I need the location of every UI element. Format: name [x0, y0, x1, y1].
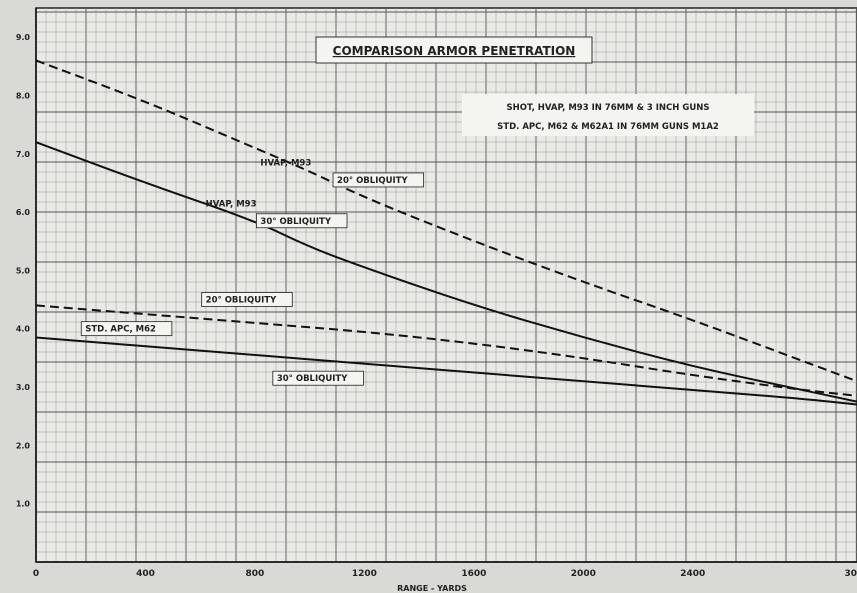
chart-title: COMPARISON ARMOR PENETRATION: [333, 44, 576, 58]
annotation-label: 20° OBLIQUITY: [337, 176, 408, 186]
y-tick-label: 7.0: [16, 150, 31, 159]
plot-area: [36, 8, 857, 562]
x-axis-label: RANGE - YARDS: [397, 584, 467, 593]
y-tick-label: 3.0: [16, 383, 31, 392]
x-tick-label: 400: [136, 569, 155, 579]
x-tick-label: 800: [246, 569, 265, 579]
x-tick-label: 2000: [571, 569, 596, 579]
x-tick-label: 1600: [461, 569, 486, 579]
annotation-label: 20° OBLIQUITY: [206, 295, 277, 305]
y-tick-label: 4.0: [16, 325, 31, 334]
x-tick-label: 2400: [680, 569, 705, 579]
annotation-label: 30° OBLIQUITY: [277, 374, 348, 384]
subtitle-line-1: SHOT, HVAP, M93 IN 76MM & 3 INCH GUNS: [507, 103, 710, 113]
x-tick-label: 3000: [844, 569, 857, 579]
x-tick-label: 1200: [352, 569, 377, 579]
annotation-label: HVAP, M93: [260, 158, 311, 168]
subtitle-line-2: STD. APC, M62 & M62A1 IN 76MM GUNS M1A2: [497, 122, 719, 132]
x-tick-label: 0: [33, 569, 39, 579]
y-tick-label: 1.0: [16, 500, 31, 509]
y-tick-label: 8.0: [16, 91, 31, 100]
annotation-label: HVAP, M93: [206, 199, 257, 209]
y-tick-label: 2.0: [16, 441, 31, 450]
annotation-label: STD. APC, M62: [85, 325, 156, 335]
y-tick-label: 5.0: [16, 266, 31, 275]
y-tick-label: 6.0: [16, 208, 31, 217]
grid: [36, 8, 857, 562]
y-tick-label: 9.0: [16, 33, 31, 42]
annotation-label: 30° OBLIQUITY: [260, 217, 331, 227]
